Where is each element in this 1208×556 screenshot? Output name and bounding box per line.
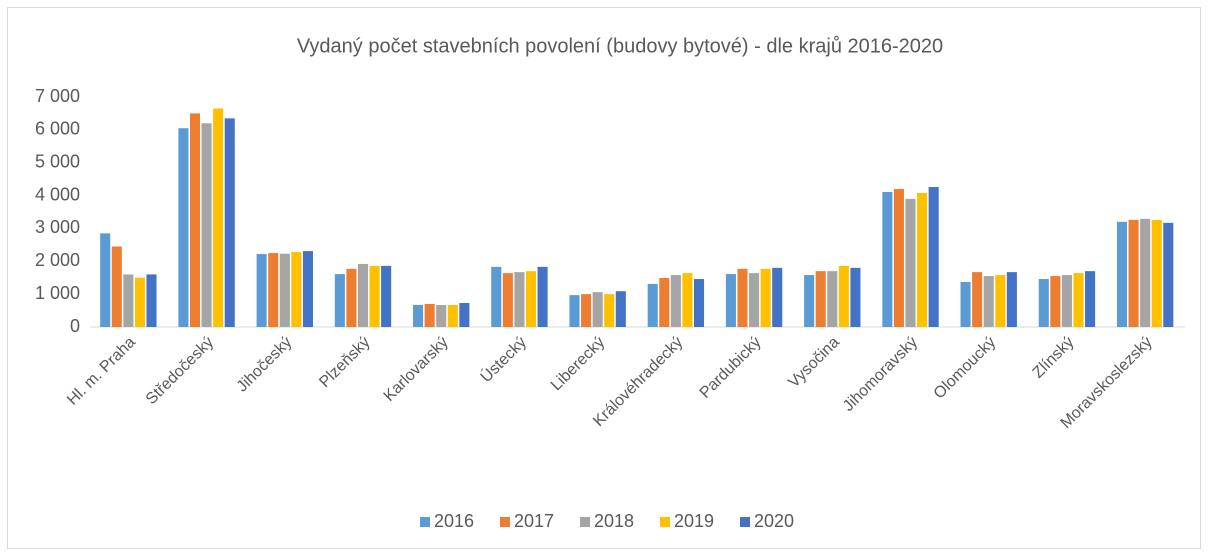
bar [737, 268, 748, 327]
bar [134, 277, 145, 327]
bar [369, 265, 380, 327]
bar [491, 266, 502, 327]
legend-label: 2020 [754, 511, 794, 531]
bar [893, 189, 904, 327]
legend-label: 2016 [434, 511, 474, 531]
bar [123, 274, 134, 327]
bar [670, 275, 681, 327]
y-tick-label: 4 000 [35, 184, 80, 204]
bar [1163, 222, 1174, 327]
legend-label: 2019 [674, 511, 714, 531]
bar [804, 275, 815, 327]
bar [604, 294, 615, 327]
bar [581, 294, 592, 327]
legend-swatch [420, 517, 430, 527]
chart-title: Vydaný počet stavebních povolení (budovy… [297, 35, 943, 57]
bar [1140, 218, 1151, 327]
y-tick-label: 5 000 [35, 151, 80, 171]
bar [983, 276, 994, 327]
bar [213, 108, 224, 327]
bar [850, 267, 861, 327]
y-tick-label: 3 000 [35, 217, 80, 237]
y-tick-label: 2 000 [35, 250, 80, 270]
bar [514, 272, 525, 327]
legend-swatch [660, 517, 670, 527]
bar [760, 268, 771, 327]
bar [447, 304, 458, 327]
bar [436, 304, 447, 327]
bar [502, 273, 513, 327]
bar [615, 291, 626, 327]
bar [1128, 219, 1139, 327]
bar [1085, 271, 1096, 327]
bar [1006, 272, 1017, 327]
bar [1073, 273, 1084, 327]
bar [424, 304, 435, 327]
bar [291, 252, 302, 327]
y-tick-label: 0 [70, 316, 80, 336]
bar [682, 273, 693, 327]
bar [659, 278, 670, 327]
legend-label: 2017 [514, 511, 554, 531]
bar [146, 274, 157, 327]
bar [357, 263, 369, 327]
bar [972, 272, 983, 327]
bar [917, 192, 928, 327]
bar [772, 267, 783, 327]
bar [1061, 275, 1072, 327]
bar [827, 271, 838, 327]
bar [201, 123, 212, 328]
bar [569, 295, 580, 327]
legend-label: 2018 [594, 511, 634, 531]
bar [905, 198, 916, 327]
bar [224, 118, 235, 327]
bar [302, 251, 313, 327]
bar [334, 274, 345, 327]
bar [838, 265, 849, 327]
y-tick-label: 6 000 [35, 119, 80, 139]
bar [381, 265, 392, 327]
bar [525, 271, 537, 327]
legend-swatch [580, 517, 590, 527]
bar [1151, 219, 1162, 327]
bar [100, 233, 111, 327]
legend-swatch [500, 517, 510, 527]
bar [268, 253, 279, 327]
bar [749, 273, 760, 327]
bar [693, 279, 705, 327]
bar [256, 254, 267, 327]
bar [1038, 279, 1049, 327]
bar [111, 246, 122, 327]
bar [928, 187, 939, 327]
bar [647, 283, 658, 327]
bar [413, 304, 424, 327]
bar [279, 253, 290, 327]
bar [459, 303, 470, 327]
bar [592, 292, 603, 327]
y-tick-label: 1 000 [35, 283, 80, 303]
bar [537, 266, 548, 327]
bar [189, 113, 201, 327]
bar [346, 268, 357, 327]
y-tick-label: 7 000 [35, 86, 80, 106]
bar [1116, 221, 1128, 327]
legend-swatch [740, 517, 750, 527]
bar [995, 275, 1006, 327]
bar [1050, 276, 1061, 327]
bar [178, 128, 189, 327]
bar [725, 274, 736, 327]
bar [815, 271, 826, 327]
bar [960, 281, 971, 327]
bar [882, 191, 893, 327]
